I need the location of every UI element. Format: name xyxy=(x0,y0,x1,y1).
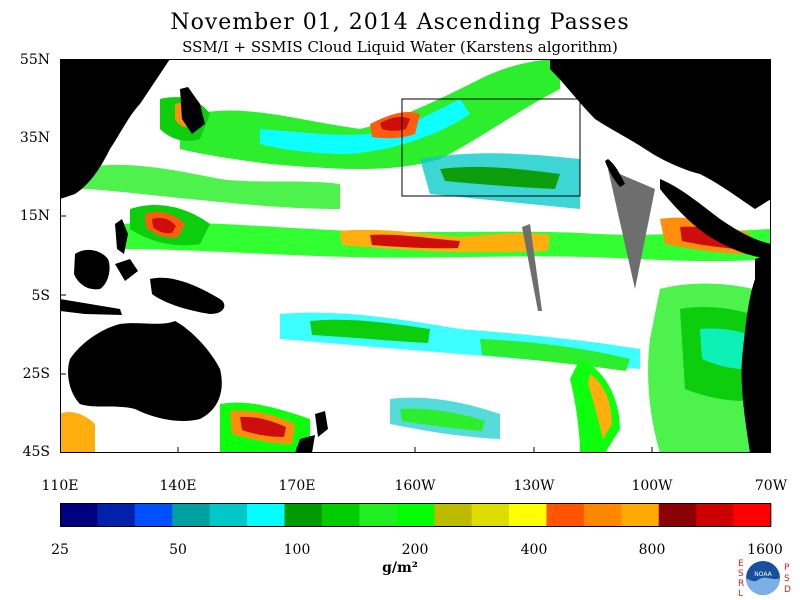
colorbar-swatch xyxy=(621,503,660,527)
map-subtitle: SSM/I + SSMIS Cloud Liquid Water (Karste… xyxy=(182,38,618,56)
land-borneo xyxy=(74,249,110,290)
lon-label-100w: 100W xyxy=(631,478,673,494)
colorbar-tick-400: 400 xyxy=(520,542,548,558)
colorbar-swatch xyxy=(60,503,98,527)
lat-label-45s: 45S xyxy=(22,444,50,460)
noaa-logo-text: NOAA xyxy=(754,571,772,578)
land-sulawesi xyxy=(115,259,138,281)
colorbar-tick-100: 100 xyxy=(283,542,311,558)
lon-label-140e: 140E xyxy=(159,478,197,494)
map-title: November 01, 2014 Ascending Passes xyxy=(170,10,630,35)
logo-letter-l: L xyxy=(738,589,743,599)
colorbar-swatch xyxy=(321,503,360,527)
land-north-america xyxy=(550,59,771,209)
map-ticks xyxy=(60,136,653,453)
colorbar xyxy=(60,503,772,527)
colorbar-swatch xyxy=(134,503,173,527)
colorbar-tick-50: 50 xyxy=(169,542,187,558)
colorbar-swatch xyxy=(284,503,323,527)
land-baja xyxy=(605,159,625,187)
colorbar-swatch xyxy=(359,503,398,527)
colorbar-tick-800: 800 xyxy=(638,542,666,558)
land-java xyxy=(60,299,122,315)
cloud-water-map xyxy=(60,59,771,453)
colorbar-swatch xyxy=(97,503,136,527)
land-central-america xyxy=(660,179,771,259)
land-asia xyxy=(60,59,170,199)
land-australia xyxy=(68,321,222,421)
land-nz-north xyxy=(315,411,328,437)
land-new-guinea xyxy=(150,277,225,314)
colorbar-frame xyxy=(60,503,771,527)
lon-label-170e: 170E xyxy=(278,478,316,494)
colorbar-tick-1600: 1600 xyxy=(747,542,783,558)
colorbar-swatch xyxy=(696,503,735,527)
land-masses xyxy=(60,59,771,453)
colorbar-swatch xyxy=(509,503,547,527)
land-philippines xyxy=(115,219,128,254)
colorbar-swatch xyxy=(546,503,585,527)
colorbar-swatch xyxy=(209,503,248,527)
region-boxes xyxy=(401,98,581,197)
colorbar-tick-200: 200 xyxy=(401,542,429,558)
noaa-esrl-psd-logo: E S R L NOAA P S D xyxy=(738,559,791,599)
lon-label-160w: 160W xyxy=(394,478,436,494)
land-south-america xyxy=(741,254,771,453)
colorbar-swatch xyxy=(247,503,286,527)
lon-label-130w: 130W xyxy=(513,478,555,494)
colorbar-units: g/m² xyxy=(382,560,418,576)
colorbar-swatch xyxy=(172,503,211,527)
colorbar-swatch xyxy=(471,503,510,527)
logo-letter-d: D xyxy=(784,585,791,595)
colorbar-swatch xyxy=(396,503,435,527)
lat-label-25s: 25S xyxy=(22,366,50,382)
land-nz-south xyxy=(295,435,315,453)
lon-label-70w: 70W xyxy=(754,478,788,494)
logo-letter-p: P xyxy=(784,563,790,573)
lat-label-5s: 5S xyxy=(31,288,51,304)
logo-letter-s: S xyxy=(738,569,744,579)
lat-label-15n: 15N xyxy=(19,208,50,224)
logo-letter-s2: S xyxy=(784,574,790,584)
lat-label-35n: 35N xyxy=(19,130,50,146)
colorbar-swatch xyxy=(434,503,473,527)
colorbar-tick-25: 25 xyxy=(51,542,69,558)
logo-letter-e: E xyxy=(738,559,744,569)
land-japan xyxy=(180,87,205,134)
colorbar-swatch xyxy=(733,503,772,527)
lon-label-110e: 110E xyxy=(41,478,79,494)
lat-label-55n: 55N xyxy=(19,52,50,68)
colorbar-swatch xyxy=(583,503,622,527)
region-box-ne-pacific xyxy=(401,98,581,197)
missing-data-swaths xyxy=(522,169,655,311)
logo-letter-r: R xyxy=(738,579,744,589)
colorbar-swatch xyxy=(658,503,697,527)
